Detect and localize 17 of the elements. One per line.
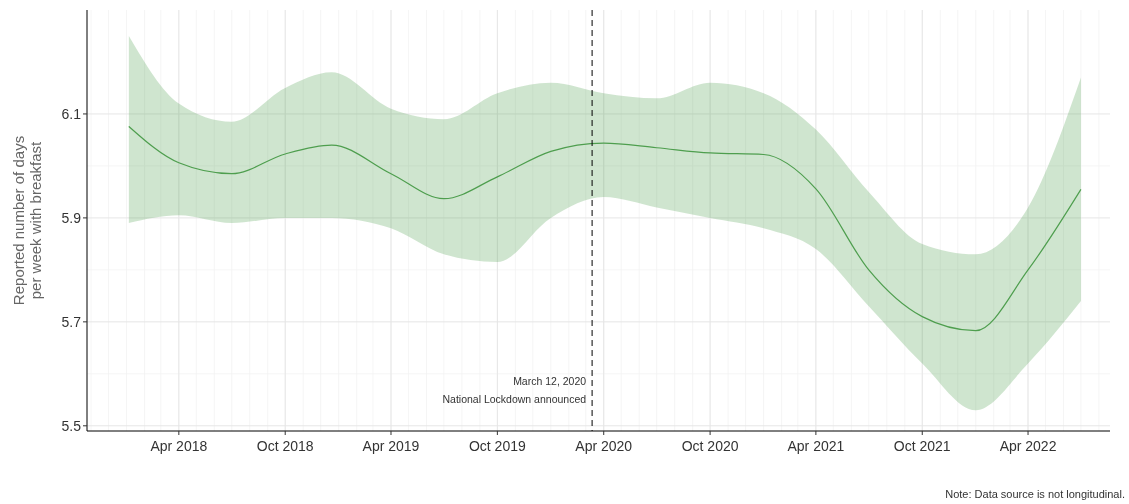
y-tick-label: 6.1 [61, 105, 82, 122]
y-axis-title: Reported number of days per week with breakfast [10, 135, 44, 306]
x-tick-label: Oct 2021 [893, 438, 951, 454]
text: Note: Data source is not longitudinal. [945, 488, 1125, 500]
x-tick-label: Apr 2022 [999, 438, 1057, 454]
ref-line-label: March 12, 2020 National Lockdown announced [442, 375, 587, 405]
x-tick-label: Oct 2019 [468, 438, 526, 454]
y-tick-label: 5.7 [61, 313, 82, 330]
x-tick-label: Apr 2019 [362, 438, 420, 454]
line-series [128, 125, 1082, 332]
x-tick-label: Apr 2018 [150, 438, 208, 454]
x-tick-label: Oct 2018 [256, 438, 314, 454]
x-tick-label: Apr 2021 [787, 438, 845, 454]
y-tick-label: 5.9 [61, 209, 82, 226]
y-tick-label: 5.5 [61, 417, 82, 434]
x-tick-label: Apr 2020 [575, 438, 633, 454]
x-tick-label: Oct 2020 [681, 438, 739, 454]
